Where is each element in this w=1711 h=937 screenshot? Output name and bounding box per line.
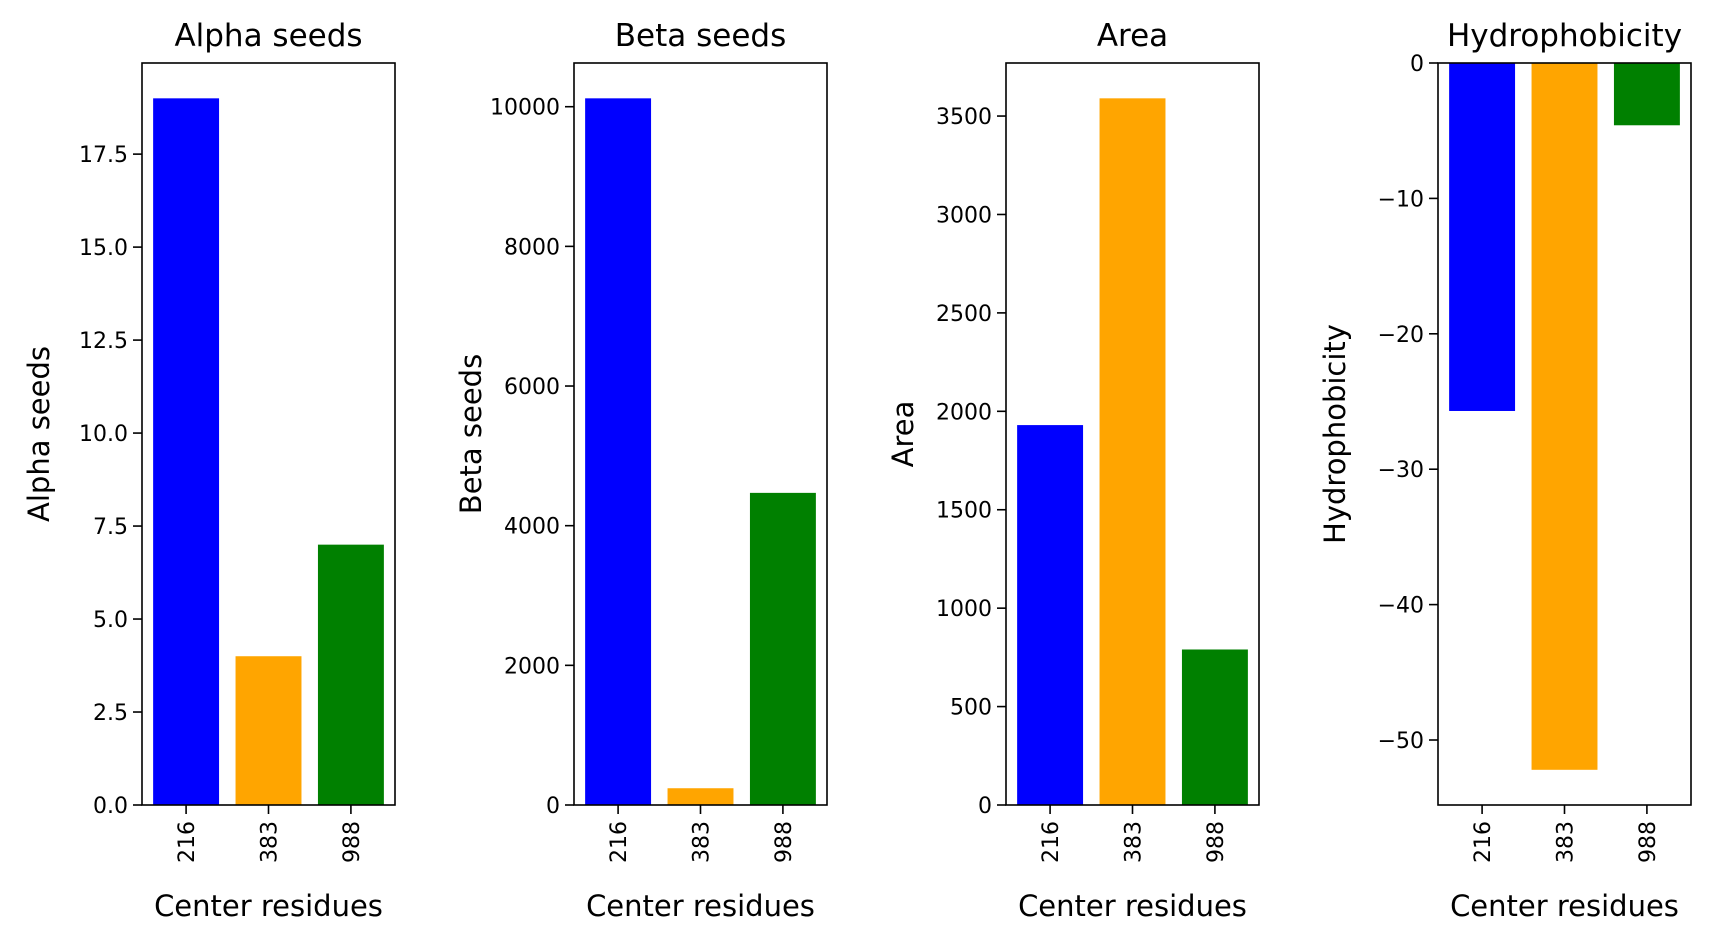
x-tick-label: 988 [772, 821, 797, 863]
y-tick-label: 0 [546, 794, 560, 819]
y-tick-label: 7.5 [93, 515, 128, 540]
y-axis-label: Hydrophobicity [1318, 324, 1352, 544]
y-tick-label: 12.5 [79, 329, 128, 354]
bar-216 [585, 98, 652, 805]
y-tick-label: 1000 [936, 597, 992, 622]
bar-383 [667, 788, 734, 805]
bar-216 [153, 98, 220, 805]
x-axis-label: Center residues [154, 889, 383, 923]
x-tick-label: 383 [690, 821, 715, 863]
y-tick-label: 2500 [936, 302, 992, 327]
x-tick-label: 988 [340, 821, 365, 863]
x-tick-label: 988 [1636, 821, 1661, 863]
x-axis-label: Center residues [1018, 889, 1247, 923]
bar-988 [1613, 63, 1680, 126]
bar-216 [1449, 63, 1516, 411]
panel-4: 0 −10 −20 −30 −40 −50 216 383 988 Hydrophobicity C… [1318, 18, 1692, 923]
y-tick-label: 15.0 [79, 236, 128, 261]
y-tick-label: 2000 [936, 400, 992, 425]
y-tick-label: 0 [1410, 52, 1424, 77]
y-tick-label: 2000 [504, 654, 560, 679]
bar-383 [1099, 98, 1166, 805]
y-axis-label: Area [886, 401, 920, 468]
y-tick-label: 10.0 [79, 422, 128, 447]
y-axis-label: Alpha seeds [22, 346, 56, 522]
x-tick-label: 216 [175, 821, 200, 863]
y-tick-label: 4000 [504, 515, 560, 540]
y-tick-label: 3500 [936, 105, 992, 130]
panel-3: 0 500 1000 1500 2000 2500 3000 3500 216 383 988 Are… [886, 18, 1260, 923]
y-tick-label: 500 [950, 696, 992, 721]
x-tick-label: 216 [1039, 821, 1064, 863]
x-tick-label: 988 [1204, 821, 1229, 863]
x-tick-label: 383 [1122, 821, 1147, 863]
y-tick-label: 5.0 [93, 608, 128, 633]
y-tick-label: 17.5 [79, 143, 128, 168]
y-tick-label: 1500 [936, 499, 992, 524]
y-tick-label: 3000 [936, 203, 992, 228]
bar-383 [1531, 63, 1598, 770]
x-tick-label: 216 [607, 821, 632, 863]
y-axis-label: Beta seeds [454, 354, 488, 514]
panel-title: Alpha seeds [174, 18, 362, 54]
panel-title: Beta seeds [615, 18, 786, 54]
y-tick-label: −50 [1378, 729, 1424, 754]
y-tick-label: −40 [1378, 594, 1424, 619]
bar-216 [1017, 425, 1084, 805]
x-tick-label: 383 [1554, 821, 1579, 863]
panel-1: 0.0 2.5 5.0 7.5 10.0 12.5 15.0 17.5 216 383 988 Alp… [22, 18, 396, 923]
y-tick-label: −20 [1378, 323, 1424, 348]
x-axis-label: Center residues [586, 889, 815, 923]
y-tick-label: 8000 [504, 235, 560, 260]
y-tick-label: −10 [1378, 187, 1424, 212]
y-tick-label: 10000 [490, 96, 560, 121]
bar-988 [749, 492, 816, 805]
panel-2: 0 2000 4000 6000 8000 10000 216 383 988 Beta seed… [454, 18, 828, 923]
y-tick-label: 0 [978, 794, 992, 819]
y-tick-label: 6000 [504, 375, 560, 400]
y-tick-label: −30 [1378, 458, 1424, 483]
x-tick-label: 383 [258, 821, 283, 863]
y-tick-label: 2.5 [93, 701, 128, 726]
bar-383 [235, 656, 302, 805]
panel-title: Hydrophobicity [1447, 18, 1682, 54]
x-tick-label: 216 [1471, 821, 1496, 863]
y-tick-label: 0.0 [93, 794, 128, 819]
x-axis-label: Center residues [1450, 889, 1679, 923]
bar-988 [1181, 649, 1248, 805]
bar-988 [317, 544, 384, 805]
panel-title: Area [1097, 18, 1168, 54]
